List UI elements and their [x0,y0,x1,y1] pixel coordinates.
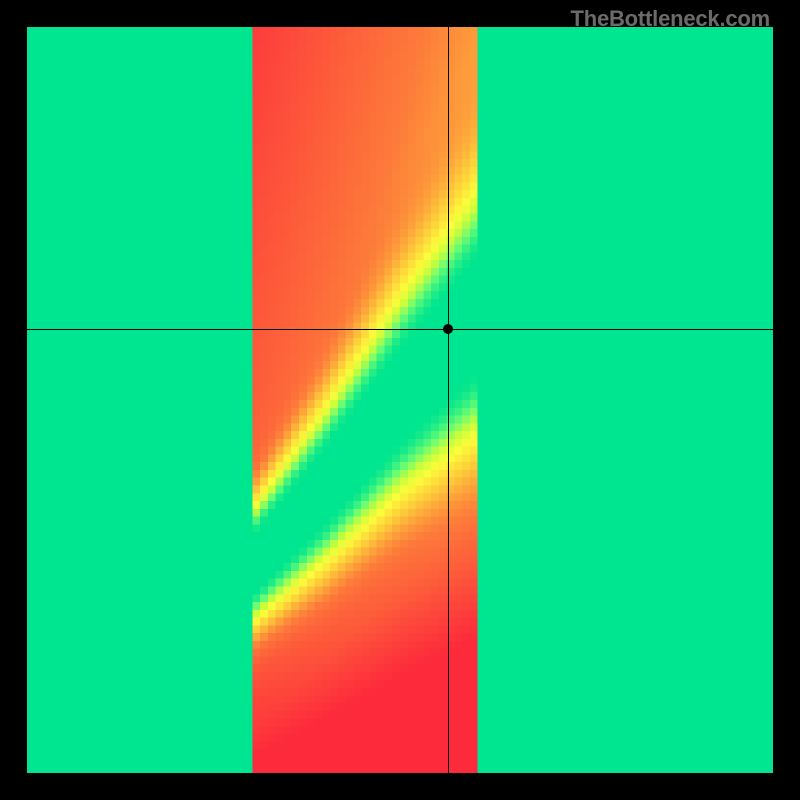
crosshair-vertical [448,27,449,773]
heatmap-plot-area [27,27,773,773]
watermark-text: TheBottleneck.com [570,6,770,32]
heatmap-canvas [27,27,773,773]
data-point-marker [443,324,453,334]
crosshair-horizontal [27,329,773,330]
